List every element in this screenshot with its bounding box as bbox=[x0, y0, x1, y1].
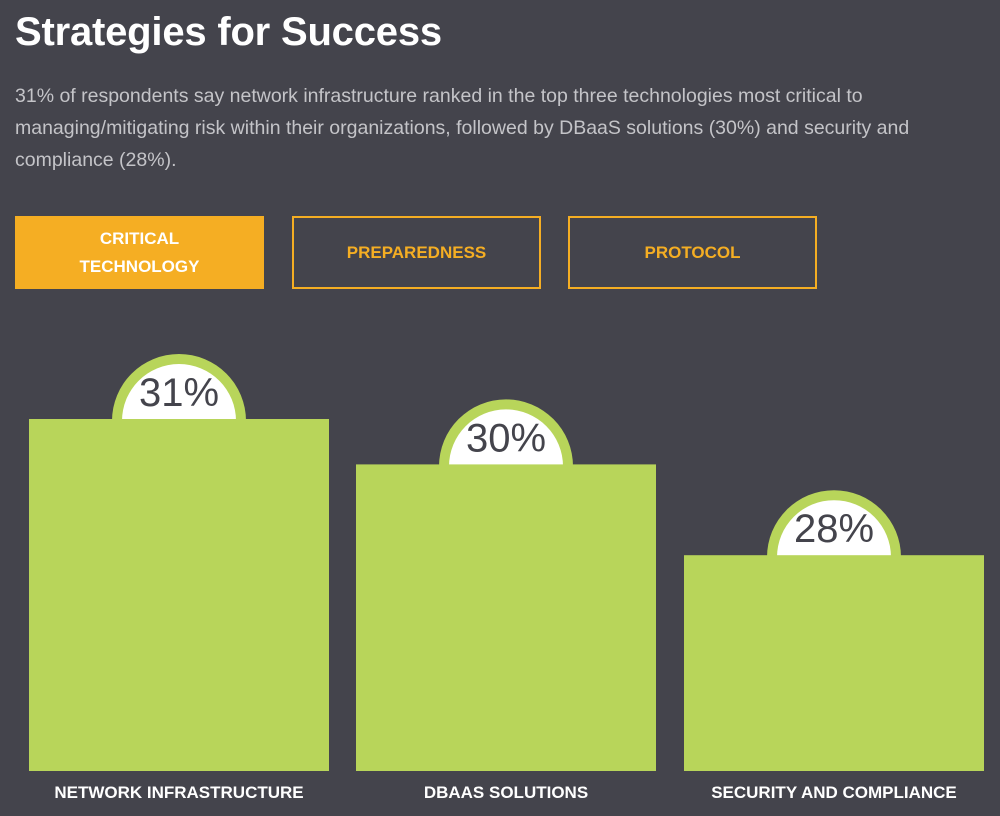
bar-chart-svg: 31% NETWORK INFRASTRUCTURE 30% DBAAS SOLUTI… bbox=[29, 354, 984, 802]
tab-critical-technology[interactable]: CRITICAL TECHNOLOGY bbox=[15, 216, 264, 289]
tab-preparedness[interactable]: PREPAREDNESS bbox=[292, 216, 541, 289]
bar bbox=[356, 464, 656, 771]
category-label: NETWORK INFRASTRUCTURE bbox=[54, 783, 303, 802]
category-label: SECURITY AND COMPLIANCE bbox=[711, 783, 957, 802]
summary-text: 31% of respondents say network infrastru… bbox=[15, 85, 910, 171]
page-title: Strategies for Success bbox=[15, 10, 442, 54]
bar-chart: 31% NETWORK INFRASTRUCTURE 30% DBAAS SOLUTI… bbox=[0, 330, 1000, 816]
category-label: DBAAS SOLUTIONS bbox=[424, 783, 588, 802]
data-label: 31% bbox=[139, 371, 219, 415]
data-label: 28% bbox=[794, 507, 874, 551]
data-label: 30% bbox=[466, 416, 546, 460]
bar bbox=[29, 419, 329, 771]
tab-protocol[interactable]: PROTOCOL bbox=[568, 216, 817, 289]
bar bbox=[684, 555, 984, 771]
